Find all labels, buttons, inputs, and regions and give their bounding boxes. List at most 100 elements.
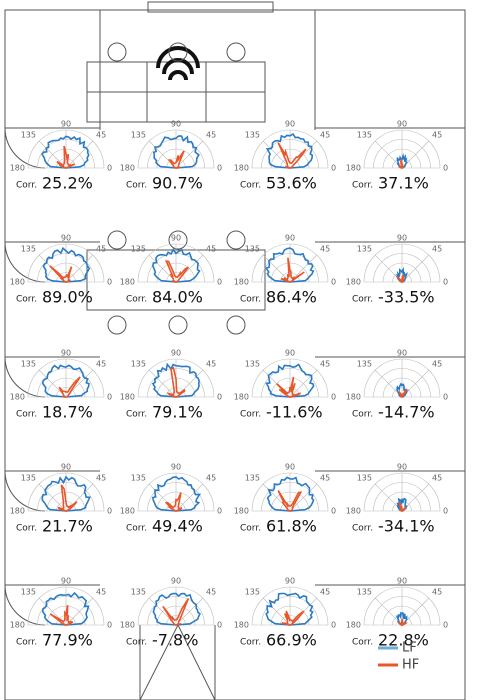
hf-pattern (167, 150, 185, 169)
angle-label: 90 (61, 234, 71, 243)
polar-spoke (38, 483, 67, 512)
corr-label: Corr. (16, 524, 37, 534)
angle-label: 45 (320, 474, 330, 483)
hf-pattern (277, 142, 307, 169)
polar-cell: 90 45 135 0 180 Corr. 21.7% (10, 463, 112, 536)
angle-label: 180 (120, 621, 135, 630)
hf-pattern (398, 388, 408, 398)
angle-label: 180 (120, 507, 135, 516)
angle-label: 135 (21, 588, 36, 597)
corr-value: 21.7% (42, 517, 93, 536)
legend: LF HF (378, 641, 419, 673)
lf-pattern (42, 246, 91, 283)
angle-label: 180 (234, 507, 249, 516)
corr-value: 89.0% (42, 288, 93, 307)
angle-label: 0 (107, 621, 112, 630)
angle-label: 90 (397, 120, 407, 129)
corr-label: Corr. (240, 524, 261, 534)
angle-label: 135 (245, 131, 260, 140)
corr-value: 61.8% (266, 517, 317, 536)
chair (107, 42, 127, 62)
angle-label: 45 (432, 588, 442, 597)
angle-label: 0 (331, 393, 336, 402)
chair (107, 315, 127, 335)
angle-label: 0 (443, 507, 448, 516)
lf-pattern (41, 475, 91, 512)
angle-label: 180 (120, 164, 135, 173)
angle-label: 45 (432, 360, 442, 369)
angle-label: 90 (61, 463, 71, 472)
corr-label: Corr. (352, 410, 373, 420)
lf-pattern (152, 135, 200, 169)
polar-cell: 90 45 135 0 180 Corr. 90.7% (120, 120, 222, 193)
corr-value: 84.0% (152, 288, 203, 307)
angle-label: 0 (331, 278, 336, 287)
angle-label: 45 (432, 131, 442, 140)
lf-pattern (151, 476, 202, 512)
hf-pattern (56, 145, 75, 169)
angle-label: 135 (21, 245, 36, 254)
angle-label: 180 (120, 278, 135, 287)
angle-label: 0 (443, 278, 448, 287)
polar-spoke (401, 254, 430, 283)
legend-hf: HF (402, 658, 419, 673)
chair (168, 42, 188, 62)
angle-label: 0 (217, 621, 222, 630)
corr-label: Corr. (352, 295, 373, 305)
corr-value: -7.8% (152, 631, 198, 650)
angle-label: 135 (131, 131, 146, 140)
angle-label: 135 (357, 474, 372, 483)
angle-label: 180 (346, 393, 361, 402)
corr-label: Corr. (352, 638, 373, 648)
angle-label: 0 (107, 164, 112, 173)
angle-label: 90 (61, 120, 71, 129)
angle-label: 135 (21, 474, 36, 483)
angle-label: 135 (131, 360, 146, 369)
angle-label: 0 (217, 393, 222, 402)
angle-label: 135 (131, 588, 146, 597)
hf-pattern (395, 274, 405, 283)
angle-label: 0 (331, 621, 336, 630)
door-top (147, 1, 274, 13)
lf-pattern (264, 247, 315, 283)
polar-cell: 90 45 135 0 180 Corr. 84.0% (120, 234, 222, 307)
polar-spoke (148, 254, 177, 283)
angle-label: 0 (217, 164, 222, 173)
angle-label: 45 (206, 588, 216, 597)
corr-value: 86.4% (266, 288, 317, 307)
angle-label: 180 (10, 164, 25, 173)
angle-label: 180 (346, 278, 361, 287)
corr-label: Corr. (352, 524, 373, 534)
angle-label: 180 (234, 164, 249, 173)
polar-spoke (65, 140, 94, 169)
polar-cell: 90 45 135 0 180 Corr. 37.1% (346, 120, 448, 193)
corr-value: -33.5% (378, 288, 435, 307)
lf-pattern (265, 592, 314, 626)
polar-cell: 90 45 135 0 180 Corr. 25.2% (10, 120, 112, 193)
corr-value: 77.9% (42, 631, 93, 650)
angle-label: 45 (320, 131, 330, 140)
chair (226, 42, 246, 62)
hf-pattern (398, 159, 405, 169)
angle-label: 90 (171, 234, 181, 243)
angle-label: 0 (331, 507, 336, 516)
angle-label: 0 (217, 507, 222, 516)
corr-value: 18.7% (42, 403, 93, 422)
angle-label: 180 (10, 621, 25, 630)
corr-label: Corr. (16, 638, 37, 648)
lf-pattern (41, 135, 90, 169)
polar-cell: 90 45 135 0 180 Corr. 77.9% (10, 577, 112, 650)
angle-label: 0 (217, 278, 222, 287)
angle-label: 90 (61, 349, 71, 358)
polar-cell: 90 45 135 0 180 Corr. 22.8% (346, 577, 448, 650)
polar-spoke (175, 483, 204, 512)
angle-label: 90 (171, 463, 181, 472)
corr-label: Corr. (240, 410, 261, 420)
angle-label: 180 (234, 393, 249, 402)
polar-cell: 90 45 135 0 180 Corr. 86.4% (234, 234, 336, 307)
polar-cell: 90 45 135 0 180 Corr. -34.1% (346, 463, 448, 536)
hf-pattern (277, 490, 303, 512)
lf-pattern (266, 476, 315, 512)
angle-label: 180 (346, 621, 361, 630)
